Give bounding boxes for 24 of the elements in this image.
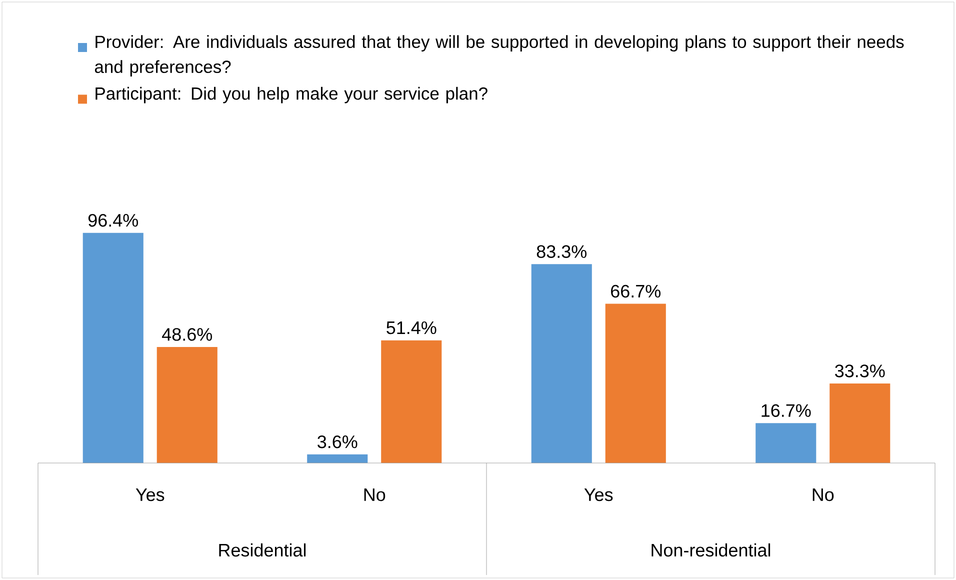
text: Residential xyxy=(219,543,306,557)
data-label: 96.4% xyxy=(88,214,138,227)
x-tick-label: No xyxy=(364,488,386,502)
legend-label: Participant: Did you help make your service plan? xyxy=(96,86,488,104)
data-label: 3.6% xyxy=(318,435,358,448)
bar xyxy=(605,304,666,463)
text: Non-residential xyxy=(652,543,770,557)
bar xyxy=(830,384,890,463)
x-tick-label: Yes xyxy=(136,488,164,502)
bar xyxy=(756,423,816,463)
x-tick-label: Yes xyxy=(584,488,613,502)
data-label: 51.4% xyxy=(386,321,436,334)
data-label: 83.3% xyxy=(536,245,586,258)
bar xyxy=(531,264,592,463)
data-label: 16.7% xyxy=(762,404,811,417)
bar xyxy=(82,232,144,463)
bar xyxy=(307,454,368,463)
data-label: 48.6% xyxy=(162,328,212,341)
data-label: 66.7% xyxy=(611,284,660,298)
x-tick-label: No xyxy=(812,488,834,502)
data-label: 33.3% xyxy=(835,364,885,378)
bar xyxy=(381,340,442,463)
legend-label: Provider: Are individuals assured that they will be supported in developing plans to support their needs and preferences? xyxy=(94,35,904,76)
bar xyxy=(156,347,218,463)
